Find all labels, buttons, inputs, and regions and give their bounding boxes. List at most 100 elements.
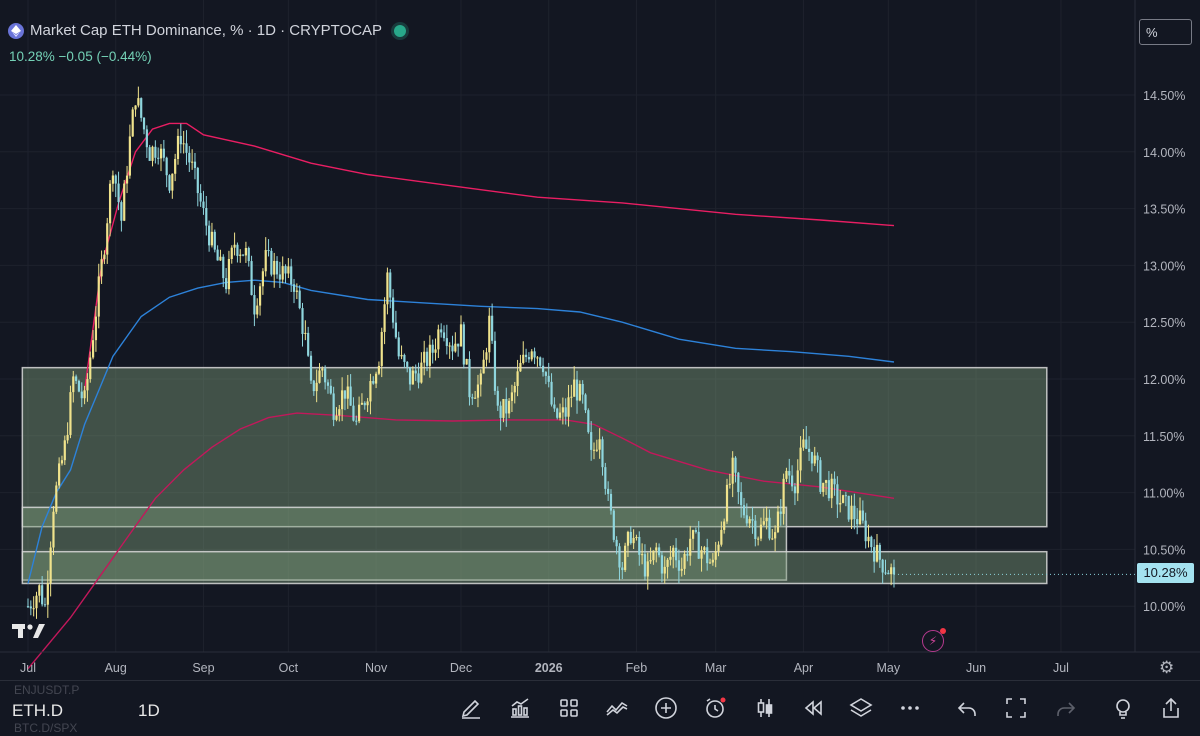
lightning-alert-icon[interactable]: ⚡ (922, 628, 946, 652)
candle-body (641, 554, 644, 556)
candle-body (120, 202, 123, 221)
y-tick-label: 13.00% (1143, 259, 1185, 273)
zone-layer (21, 366, 1048, 585)
compare-icon[interactable] (604, 696, 630, 722)
indicators-icon[interactable] (507, 696, 533, 722)
candle-body (615, 539, 618, 547)
candle-body (35, 595, 38, 609)
candle-body (567, 397, 570, 417)
candle-body (864, 520, 867, 542)
candle-body (295, 290, 298, 292)
interval-button[interactable]: 1D (138, 701, 160, 720)
undo-icon[interactable] (954, 696, 980, 722)
chart-header[interactable]: Market Cap ETH Dominance, % · 1D · CRYPT… (8, 22, 407, 39)
candle-body (355, 420, 358, 422)
candle-body (63, 440, 66, 461)
tradingview-logo-icon[interactable] (12, 622, 46, 645)
candle-body (448, 345, 451, 347)
candle-body (148, 147, 151, 161)
candle-body (168, 175, 171, 191)
candle-body (332, 393, 335, 420)
redo-icon[interactable] (1053, 696, 1079, 722)
candle-body (799, 447, 802, 471)
candle-body (590, 432, 593, 450)
candle-body (516, 371, 519, 386)
fullscreen-icon[interactable] (1003, 696, 1029, 722)
candle-body (751, 519, 754, 521)
candle-body (717, 544, 720, 552)
candle-body (873, 547, 876, 562)
candle-body (94, 316, 98, 341)
candle-body (360, 402, 364, 405)
replay-icon[interactable] (800, 696, 826, 722)
candle-body (836, 484, 839, 505)
candle-body (301, 308, 304, 334)
candle-body (145, 129, 148, 148)
candle-body (284, 266, 287, 274)
candle-body (632, 537, 635, 544)
candle-body (440, 329, 443, 333)
layers-icon[interactable] (848, 696, 874, 722)
candle-body (706, 547, 709, 564)
candle-body (208, 225, 211, 246)
candle-body (417, 373, 420, 383)
candle-body (856, 519, 859, 525)
candle-body (748, 519, 751, 524)
candle-body (41, 585, 44, 605)
x-tick-label: Dec (450, 661, 472, 675)
share-icon[interactable] (1158, 696, 1184, 722)
candle-body (669, 556, 672, 560)
brush-icon[interactable] (458, 696, 484, 722)
candle-body (680, 568, 683, 571)
chart-area[interactable]: 14.50% 14.00% 13.50% 13.00% 12.50% 12.00% 11.5… (0, 0, 1200, 680)
moving-average-line-3 (27, 412, 895, 670)
unit-button[interactable]: % (1139, 19, 1192, 45)
candle-body (887, 572, 890, 575)
market-status-dot-icon[interactable] (394, 24, 407, 37)
candle-body (697, 531, 700, 559)
candle-body (482, 359, 485, 374)
candle-body (807, 448, 811, 452)
candle-body (241, 254, 245, 256)
gear-icon[interactable]: ⚙ (1159, 658, 1175, 677)
candle-body (414, 370, 417, 374)
candle-body (881, 559, 884, 573)
candle-body (442, 332, 446, 339)
candle-body (159, 148, 163, 159)
alarm-clock-icon[interactable] (702, 696, 728, 722)
x-tick-label: Nov (365, 661, 388, 675)
candle-body (841, 495, 845, 503)
candle-body (691, 530, 695, 539)
candle-body (819, 460, 822, 492)
more-icon[interactable] (897, 696, 923, 722)
idea-bulb-icon[interactable] (1110, 696, 1136, 722)
candle-body (157, 157, 160, 159)
candle-body (643, 554, 647, 577)
candle-body (38, 585, 41, 596)
candle-body (46, 583, 49, 605)
candle-type-icon[interactable] (752, 696, 778, 722)
candle-body (225, 278, 228, 290)
candle-body (389, 272, 392, 298)
candle-body (343, 390, 347, 399)
candle-body (128, 136, 131, 176)
candle-body (66, 434, 69, 441)
y-tick-label: 13.50% (1143, 203, 1185, 217)
candle-body (853, 505, 856, 520)
layout-grid-icon[interactable] (556, 696, 582, 722)
candle-body (875, 544, 879, 562)
candle-body (397, 337, 400, 357)
candle-body (810, 451, 814, 464)
candle-body (312, 380, 315, 392)
bottom-toolbar: ENJUSDT.P ETH.D BTC.D/SPX 1D (0, 680, 1200, 736)
symbol-button[interactable]: ETH.D (12, 701, 63, 720)
candle-body (290, 266, 293, 285)
price-chart[interactable]: 14.50% 14.00% 13.50% 13.00% 12.50% 12.00% 11.5… (0, 0, 1200, 680)
x-tick-label: Jun (966, 661, 986, 675)
candle-body (816, 455, 819, 461)
add-plus-icon[interactable] (653, 696, 679, 722)
candle-body (26, 606, 30, 608)
candle-body (649, 560, 652, 562)
candle-body (759, 524, 763, 539)
candle-body (341, 390, 344, 410)
